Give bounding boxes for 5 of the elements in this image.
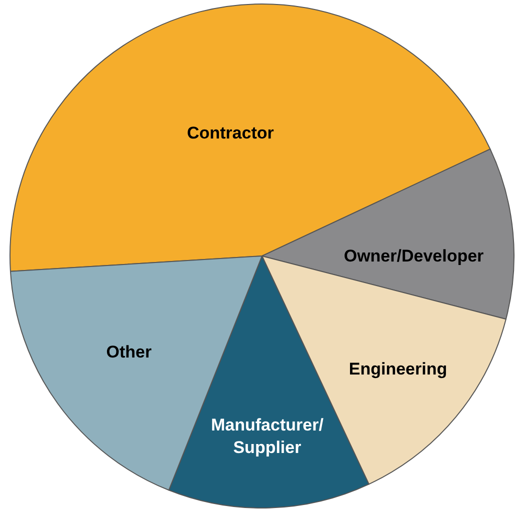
slice-label: Other xyxy=(106,342,152,362)
slice-label: Owner/Developer xyxy=(344,246,484,266)
slice-label: Engineering xyxy=(348,359,448,378)
slice-label: Contractor xyxy=(186,123,274,142)
slice-label: Manufacturer/ Supplier xyxy=(211,416,324,457)
